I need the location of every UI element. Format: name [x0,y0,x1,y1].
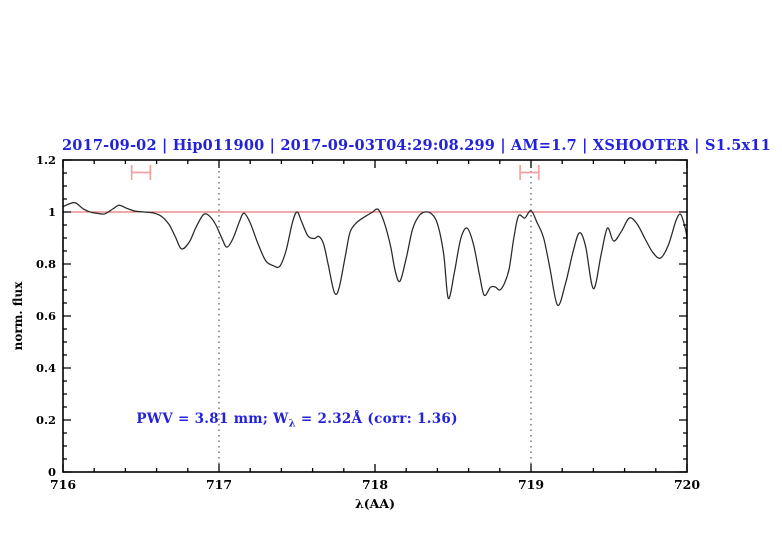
x-tick-label: 720 [674,477,700,492]
x-axis-label: λ(AA) [355,496,395,511]
y-tick-label: 1 [48,205,56,219]
y-tick-label: 1.2 [36,153,56,167]
y-tick-label: 0 [48,465,56,479]
y-tick-label: 0.8 [36,257,56,271]
plot-title: 2017-09-02 | Hip011900 | 2017-09-03T04:2… [62,137,771,154]
spectrum-curve [63,202,687,307]
y-tick-label: 0.2 [36,413,56,427]
pwv-annotation-prefix: PWV = 3.81 mm; W [136,411,289,427]
y-tick-label: 0.6 [36,309,56,323]
x-tick-label: 716 [50,477,76,492]
x-tick-label: 718 [362,477,388,492]
y-tick-label: 0.4 [36,361,56,375]
x-tick-label: 719 [518,477,544,492]
x-tick-label: 717 [206,477,232,492]
range-marker [519,164,540,181]
pwv-annotation-subscript: λ [288,418,296,430]
range-marker [130,164,152,181]
pwv-annotation-suffix: = 2.32Å (corr: 1.36) [295,411,458,427]
axis-ticks [62,159,688,473]
pwv-annotation: PWV = 3.81 mm; Wλ = 2.32Å (corr: 1.36) [136,411,457,430]
